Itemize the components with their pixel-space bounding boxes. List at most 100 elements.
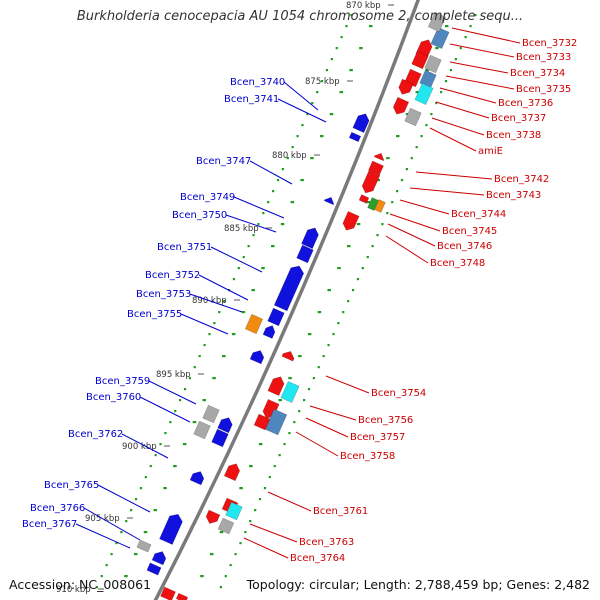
gc-dot <box>311 102 314 105</box>
gene-feature[interactable] <box>160 586 176 600</box>
gene-label-right[interactable]: amiE <box>478 146 503 157</box>
gc-dot <box>263 487 267 490</box>
gene-label-left[interactable]: Bcen_3749 <box>180 192 235 203</box>
gene-feature[interactable] <box>424 54 442 74</box>
gene-label-right[interactable]: Bcen_3745 <box>442 226 497 237</box>
gc-dot <box>159 443 162 446</box>
gene-label-left[interactable]: Bcen_3747 <box>196 156 251 167</box>
gc-dash <box>319 135 324 138</box>
gene-feature[interactable] <box>159 511 185 545</box>
gene-label-right[interactable]: Bcen_3733 <box>516 52 571 63</box>
gene-label-left[interactable]: Bcen_3740 <box>230 77 285 88</box>
gene-label-right[interactable]: Bcen_3748 <box>430 258 485 269</box>
gene-label-right[interactable]: Bcen_3763 <box>299 537 354 548</box>
gene-label-right[interactable]: Bcen_3757 <box>350 432 405 443</box>
leader-line <box>225 214 277 233</box>
gene-feature[interactable] <box>136 539 152 553</box>
gene-feature[interactable] <box>175 592 189 600</box>
leader-line <box>243 537 289 559</box>
gene-label-right[interactable]: Bcen_3764 <box>290 553 345 564</box>
gene-label-left[interactable]: Bcen_3762 <box>68 429 123 440</box>
gene-feature[interactable] <box>280 380 300 404</box>
gc-dash <box>405 113 410 116</box>
leader-lines-layer <box>75 27 521 559</box>
gene-feature[interactable] <box>358 194 370 204</box>
gene-label-left[interactable]: Bcen_3751 <box>157 242 212 253</box>
gene-label-right[interactable]: Bcen_3754 <box>371 388 426 399</box>
gene-label-right[interactable]: Bcen_3744 <box>451 209 506 220</box>
gene-label-right[interactable]: Bcen_3758 <box>340 451 395 462</box>
gc-dash <box>327 289 331 292</box>
gene-label-left[interactable]: Bcen_3753 <box>136 289 191 300</box>
gene-feature[interactable] <box>262 323 277 339</box>
leader-line <box>121 433 169 459</box>
gene-label-left[interactable]: Bcen_3750 <box>172 210 227 221</box>
gene-label-right[interactable]: Bcen_3737 <box>491 113 546 124</box>
gene-label-left[interactable]: Bcen_3760 <box>86 392 141 403</box>
gene-feature[interactable] <box>373 151 386 162</box>
gc-dot <box>242 256 245 259</box>
gene-feature[interactable] <box>189 469 206 486</box>
gene-label-right[interactable]: Bcen_3738 <box>486 130 541 141</box>
gene-label-right[interactable]: Bcen_3735 <box>516 84 571 95</box>
gene-feature[interactable] <box>217 517 235 535</box>
gene-feature[interactable] <box>414 82 434 106</box>
gene-labels-layer: Bcen_3740 Bcen_3741 Bcen_3747 Bcen_3749 Bcen… <box>22 38 577 564</box>
gene-feature[interactable] <box>211 428 229 448</box>
gene-feature[interactable] <box>404 107 422 127</box>
gene-label-right[interactable]: Bcen_3761 <box>313 506 368 517</box>
gene-feature[interactable] <box>253 413 271 431</box>
gene-feature[interactable] <box>267 374 286 397</box>
gene-feature[interactable] <box>193 420 211 440</box>
gene-feature[interactable] <box>368 160 384 176</box>
gc-dash <box>376 179 380 182</box>
gene-feature[interactable] <box>273 263 305 312</box>
gene-label-left[interactable]: Bcen_3755 <box>127 309 182 320</box>
gene-label-left[interactable]: Bcen_3765 <box>44 480 99 491</box>
gene-label-left[interactable]: Bcen_3767 <box>22 519 77 530</box>
gc-dash <box>280 223 285 226</box>
gene-label-left[interactable]: Bcen_3741 <box>224 94 279 105</box>
gene-feature[interactable] <box>146 562 162 576</box>
gene-label-right[interactable]: Bcen_3742 <box>494 174 549 185</box>
gene-label-right[interactable]: Bcen_3734 <box>510 68 565 79</box>
tick-label: 900 kbp <box>122 442 157 452</box>
gene-label-left[interactable]: Bcen_3766 <box>30 503 85 514</box>
gene-label-right[interactable]: Bcen_3732 <box>522 38 577 49</box>
gene-feature[interactable] <box>151 549 168 566</box>
gene-label-left[interactable]: Bcen_3752 <box>145 270 200 281</box>
gene-feature[interactable] <box>261 398 280 420</box>
gene-label-left[interactable]: Bcen_3759 <box>95 376 150 387</box>
gene-feature[interactable] <box>360 170 381 196</box>
gene-feature[interactable] <box>223 461 241 482</box>
gene-feature[interactable] <box>341 210 360 232</box>
gene-label-right[interactable]: Bcen_3746 <box>437 241 492 252</box>
gene-feature[interactable] <box>430 26 450 50</box>
gene-feature[interactable] <box>281 349 296 362</box>
gene-feature[interactable] <box>427 11 447 33</box>
gene-label-right[interactable]: Bcen_3756 <box>358 415 413 426</box>
gc-dot <box>164 432 167 435</box>
gene-feature[interactable] <box>267 307 285 327</box>
gene-feature[interactable] <box>301 225 320 249</box>
gene-label-right[interactable]: Bcen_3736 <box>498 98 553 109</box>
gene-feature[interactable] <box>352 111 371 134</box>
gene-feature[interactable] <box>348 131 362 143</box>
gene-feature[interactable] <box>217 415 235 434</box>
gene-feature[interactable] <box>411 50 429 70</box>
gene-feature[interactable] <box>374 199 386 213</box>
gc-dot <box>169 421 172 424</box>
gene-feature[interactable] <box>249 348 266 365</box>
gene-feature[interactable] <box>397 78 414 97</box>
gene-feature[interactable] <box>323 195 336 206</box>
gene-feature[interactable] <box>225 501 243 521</box>
gene-feature[interactable] <box>204 509 221 526</box>
gene-label-right[interactable]: Bcen_3743 <box>486 190 541 201</box>
gene-feature[interactable] <box>202 404 220 424</box>
gc-dash <box>386 157 390 160</box>
gene-feature[interactable] <box>296 244 314 264</box>
gene-feature[interactable] <box>391 96 410 116</box>
gene-feature[interactable] <box>244 313 264 335</box>
tick-label: 875 kbp <box>305 77 340 87</box>
gene-feature[interactable] <box>367 197 379 211</box>
